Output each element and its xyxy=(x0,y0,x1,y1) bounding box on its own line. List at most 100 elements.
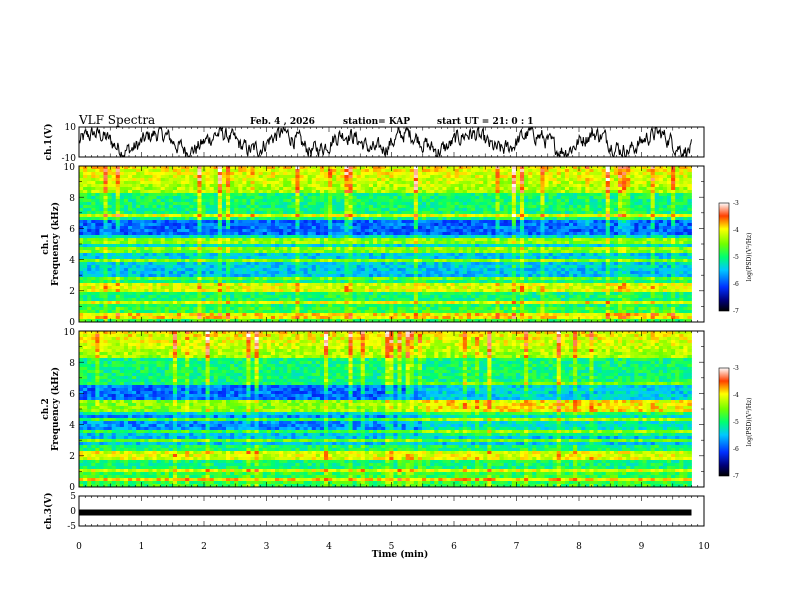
spectrogram-cell xyxy=(671,169,676,173)
spectrogram-cell xyxy=(658,250,664,254)
spectrogram-cell xyxy=(258,250,264,254)
spectrogram-cell xyxy=(315,205,321,209)
spectrogram-cell xyxy=(242,232,247,236)
spectrogram-cell xyxy=(524,220,529,224)
spectrogram-cell xyxy=(569,226,574,230)
spectrogram-cell xyxy=(491,253,496,257)
spectrogram-cell xyxy=(348,250,353,254)
spectrogram-cell xyxy=(319,178,325,182)
spectrogram-cell xyxy=(279,172,284,176)
spectrogram-cell xyxy=(217,232,223,236)
spectrogram-cell xyxy=(132,187,137,191)
spectrogram-cell xyxy=(254,193,260,197)
spectrogram-cell xyxy=(556,175,562,179)
spectrogram-cell xyxy=(266,193,272,197)
spectrogram-cell xyxy=(401,193,407,197)
spectrogram-cell xyxy=(658,244,664,248)
spectrogram-cell xyxy=(275,199,280,203)
spectrogram-cell xyxy=(87,226,92,230)
spectrogram-cell xyxy=(532,202,537,206)
spectrogram-cell xyxy=(548,256,554,260)
spectrogram-cell xyxy=(275,241,280,245)
spectrogram-cell xyxy=(99,229,104,233)
spectrogram-cell xyxy=(205,172,211,176)
spectrogram-cell xyxy=(168,214,174,218)
spectrogram-cell xyxy=(532,241,537,245)
spectrogram-cell xyxy=(328,205,333,209)
spectrogram-cell xyxy=(528,169,533,173)
spectrogram-cell xyxy=(475,220,480,224)
spectrogram-cell xyxy=(511,175,517,179)
spectrogram-cell xyxy=(352,226,358,230)
spectrogram-cell xyxy=(675,193,680,197)
spectrogram-cell xyxy=(87,235,92,239)
spectrogram-cell xyxy=(172,232,178,236)
spectrogram-cell xyxy=(128,229,133,233)
spectrogram-cell xyxy=(520,223,525,227)
spectrogram-cell xyxy=(446,217,451,221)
spectrogram-cell xyxy=(675,208,680,212)
spectrogram-cell xyxy=(393,238,398,242)
spectrogram-cell xyxy=(156,172,162,176)
spectrogram-cell xyxy=(626,193,631,197)
spectrogram-cell xyxy=(213,259,219,263)
spectrogram-cell xyxy=(172,256,178,260)
spectrogram-cell xyxy=(524,193,529,197)
spectrogram-cell xyxy=(462,244,468,248)
spectrogram-cell xyxy=(650,178,656,182)
spectrogram-cell xyxy=(573,166,578,170)
spectrogram-cell xyxy=(483,208,488,212)
spectrogram-cell xyxy=(352,220,358,224)
spectrogram-cell xyxy=(589,193,594,197)
spectrogram-cell xyxy=(487,208,492,212)
spectrogram-cell xyxy=(630,211,635,215)
spectrogram-cell xyxy=(556,229,562,233)
spectrogram-cell xyxy=(683,232,688,236)
spectrogram-cell xyxy=(91,247,96,251)
spectrogram-cell xyxy=(348,247,353,251)
spectrogram-cell xyxy=(238,208,243,212)
spectrogram-cell xyxy=(687,184,692,188)
spectrogram-cell xyxy=(466,190,472,194)
spectrogram-cell xyxy=(520,202,525,206)
spectrogram-cell xyxy=(405,208,411,212)
spectrogram-cell xyxy=(393,175,398,179)
spectrogram-cell xyxy=(258,205,264,209)
spectrogram-cell xyxy=(230,208,235,212)
spectrogram-cell xyxy=(111,175,117,179)
spectrogram-cell xyxy=(319,205,325,209)
spectrogram-cell xyxy=(528,208,533,212)
spectrogram-cell xyxy=(132,229,137,233)
spectrogram-cell xyxy=(548,190,554,194)
spectrogram-cell xyxy=(532,184,537,188)
spectrogram-cell xyxy=(103,175,108,179)
spectrogram-cell xyxy=(401,241,407,245)
spectrogram-cell xyxy=(123,235,129,239)
spectrogram-cell xyxy=(364,214,370,218)
spectrogram-cell xyxy=(422,241,427,245)
spectrogram-cell xyxy=(250,199,255,203)
spectrogram-cell xyxy=(658,229,664,233)
spectrogram-cell xyxy=(299,256,304,260)
spectrogram-cell xyxy=(307,250,313,254)
spectrogram-cell xyxy=(348,184,353,188)
spectrogram-cell xyxy=(540,202,545,206)
spectrogram-cell xyxy=(524,184,529,188)
spectrogram-cell xyxy=(352,259,358,263)
spectrogram-cell xyxy=(83,172,88,176)
spectrogram-cell xyxy=(368,241,374,245)
spectrogram-cell xyxy=(560,235,566,239)
spectrogram-cell xyxy=(79,217,84,221)
spectrogram-cell xyxy=(622,214,627,218)
spectrogram-cell xyxy=(397,178,402,182)
spectrogram-cell xyxy=(115,172,121,176)
spectrogram-cell xyxy=(193,190,198,194)
spectrogram-cell xyxy=(181,199,186,203)
spectrogram-cell xyxy=(234,202,239,206)
spectrogram-cell xyxy=(446,193,451,197)
spectrogram-cell xyxy=(107,247,113,251)
spectrogram-cell xyxy=(270,256,276,260)
spectrogram-cell xyxy=(658,223,664,227)
spectrogram-cell xyxy=(679,187,684,191)
spectrogram-cell xyxy=(393,166,398,170)
